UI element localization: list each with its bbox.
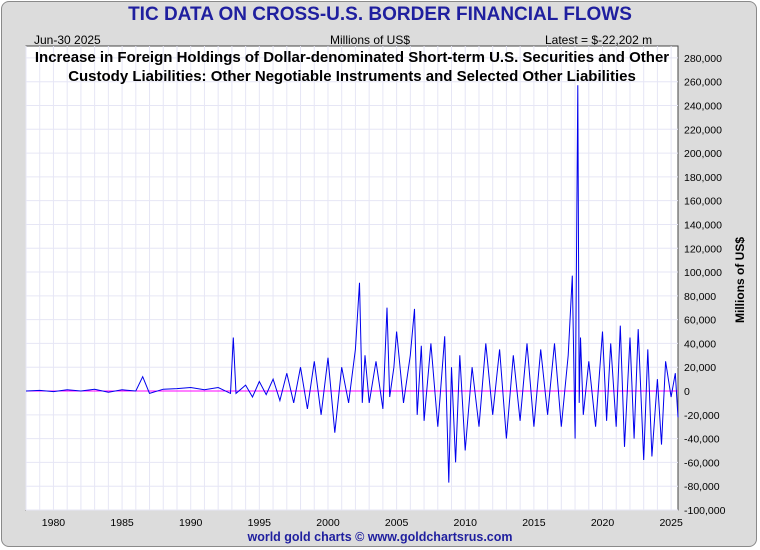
y-tick-label: -60,000 <box>684 457 720 469</box>
y-tick-label: 80,000 <box>684 291 716 303</box>
x-tick-label: 2005 <box>385 517 409 529</box>
y-tick-label: 140,000 <box>684 219 722 231</box>
y-tick-label: 180,000 <box>684 172 722 184</box>
page-title: TIC DATA ON CROSS-U.S. BORDER FINANCIAL … <box>128 4 632 25</box>
x-tick-label: 1985 <box>110 517 134 529</box>
plot-area <box>25 45 679 511</box>
y-tick-label: 100,000 <box>684 267 722 279</box>
x-tick-label: 2020 <box>591 517 615 529</box>
latest-value: Latest = $-22,202 m <box>545 33 653 47</box>
chart-title: Increase in Foreign Holdings of Dollar-d… <box>34 49 670 85</box>
y-axis-label: Millions of US$ <box>733 237 747 323</box>
x-axis-ticks: 1980 1985 1990 1995 2000 2005 2010 2015 2020 2025 <box>42 517 683 529</box>
y-tick-label: 120,000 <box>684 243 722 255</box>
y-tick-label: -20,000 <box>684 410 720 422</box>
y-tick-label: 200,000 <box>684 148 722 160</box>
footer-credit: world gold charts © www.goldchartsrus.co… <box>247 530 513 544</box>
x-tick-label: 1980 <box>42 517 66 529</box>
y-tick-label: 60,000 <box>684 315 716 327</box>
y-tick-label: -40,000 <box>684 434 720 446</box>
x-tick-label: 1990 <box>179 517 203 529</box>
y-tick-label: 40,000 <box>684 338 716 350</box>
y-tick-label: 260,000 <box>684 77 722 89</box>
x-tick-label: 2010 <box>454 517 478 529</box>
y-axis-ticks: -100,000 -80,000 -60,000 -40,000 -20,000 0 20,… <box>684 53 726 517</box>
x-tick-label: 2025 <box>659 517 683 529</box>
date-label: Jun-30 2025 <box>34 33 101 47</box>
y-tick-label: 20,000 <box>684 362 716 374</box>
series-line <box>25 85 679 483</box>
units-label: Millions of US$ <box>330 33 411 47</box>
x-tick-label: 2000 <box>316 517 340 529</box>
y-tick-label: 220,000 <box>684 124 722 136</box>
y-tick-label: -100,000 <box>684 505 726 517</box>
x-tick-label: 2015 <box>522 517 546 529</box>
y-tick-label: -80,000 <box>684 481 720 493</box>
x-tick-label: 1995 <box>248 517 272 529</box>
y-tick-label: 240,000 <box>684 100 722 112</box>
y-tick-label: 280,000 <box>684 53 722 65</box>
y-tick-label: 0 <box>684 386 690 398</box>
grid-lines <box>25 46 678 511</box>
y-tick-label: 160,000 <box>684 196 722 208</box>
